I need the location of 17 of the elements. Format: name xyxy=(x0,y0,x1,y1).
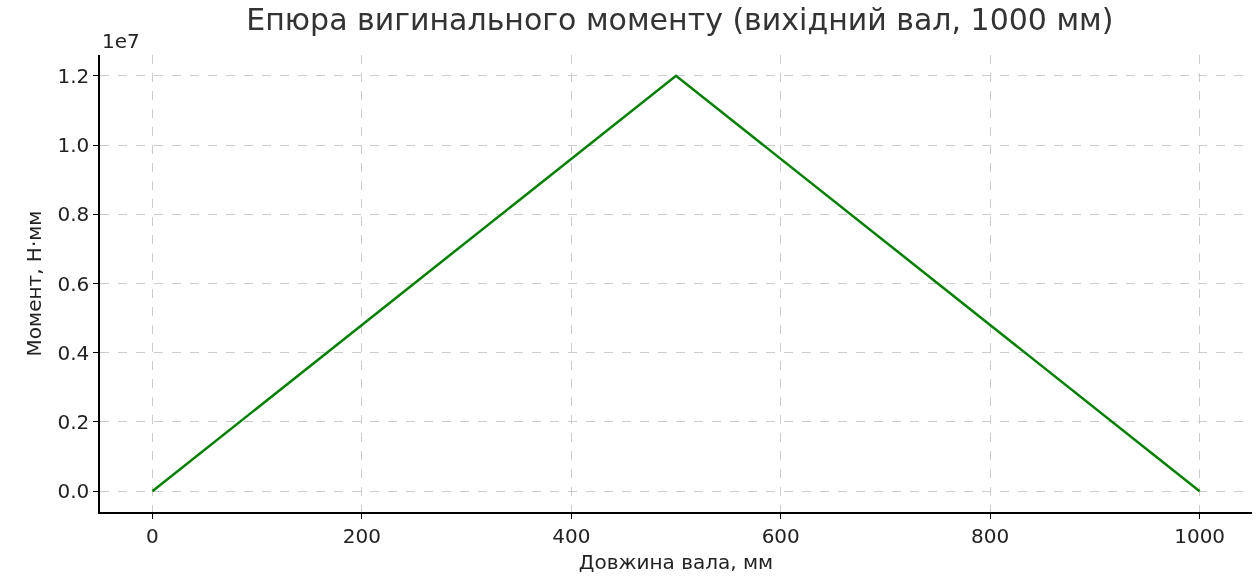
y-tick-label: 0.4 xyxy=(57,340,90,365)
x-tick-label: 200 xyxy=(342,523,381,548)
x-tick-label: 600 xyxy=(761,523,800,548)
y-tick-label: 0.8 xyxy=(57,202,90,227)
y-tick-label: 0.2 xyxy=(57,409,90,434)
y-tick-label: 1.2 xyxy=(57,63,90,88)
y-axis-title: Момент, Н·мм xyxy=(22,210,47,357)
x-tick-label: 0 xyxy=(145,523,159,548)
y-tick-label: 0.6 xyxy=(57,271,90,296)
y-tick-label: 1.0 xyxy=(57,133,90,158)
x-tick-label: 400 xyxy=(552,523,591,548)
x-tick-label: 1000 xyxy=(1174,523,1226,548)
x-tick-label: 800 xyxy=(971,523,1010,548)
y-tick-label: 0.0 xyxy=(57,479,90,504)
text: 1e7 xyxy=(102,29,140,53)
x-axis-title: Довжина вала, мм xyxy=(578,549,774,574)
chart-title: Епюра вигинального моменту (вихідний вал, 1000 мм) xyxy=(246,1,1114,37)
